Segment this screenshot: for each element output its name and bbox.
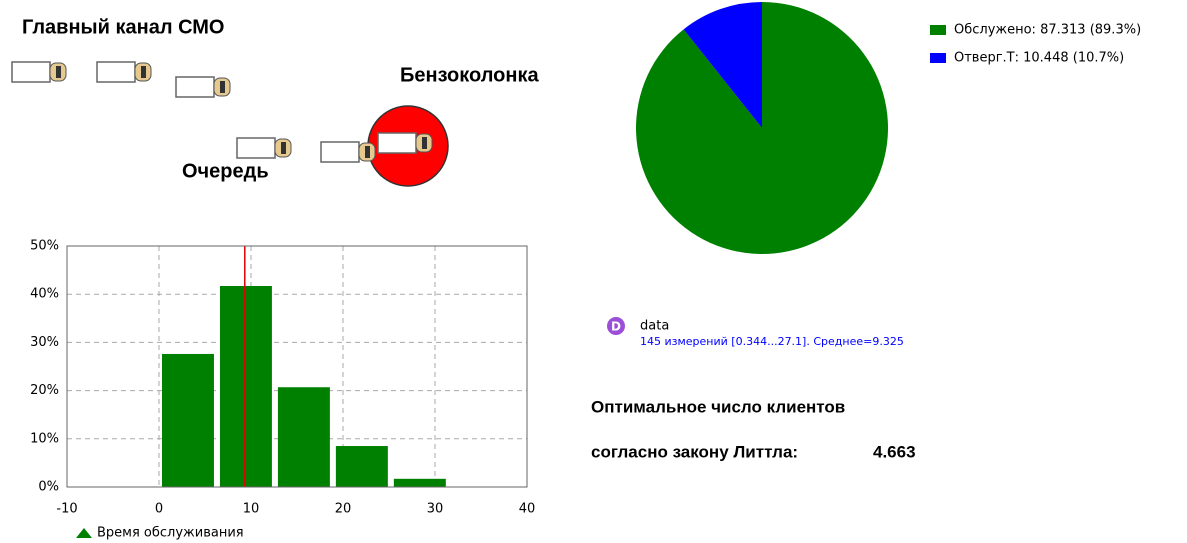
station-label: Бензоколонка	[400, 64, 539, 86]
y-tick-label: 0%	[38, 480, 59, 495]
x-tick-label: 40	[519, 502, 536, 517]
histogram-bar	[335, 446, 388, 487]
y-tick-label: 20%	[30, 383, 59, 398]
histogram-bar	[219, 286, 272, 487]
car	[377, 132, 433, 154]
legend-label: Обслужено: 87.313 (89.3%)	[954, 23, 1141, 38]
y-tick-label: 40%	[30, 287, 59, 302]
optimal-value: 4.663	[873, 442, 916, 461]
histogram-bar	[277, 387, 330, 487]
x-tick-label: 10	[243, 502, 260, 517]
legend-swatch	[930, 53, 946, 63]
histogram-bar	[162, 353, 214, 487]
x-tick-label: 0	[155, 502, 163, 517]
dataset-icon[interactable]	[607, 317, 625, 335]
histogram-bar	[393, 478, 446, 487]
car	[11, 61, 67, 83]
car	[175, 76, 231, 98]
plot-frame	[66, 245, 528, 488]
pie-slice	[683, 2, 762, 128]
car	[320, 141, 376, 163]
optimal-text: Оптимальное число клиентов	[591, 397, 845, 416]
legend-label: Отверг.Т: 10.448 (10.7%)	[954, 51, 1124, 66]
model-title: Главный канал СМО	[22, 16, 224, 38]
x-tick-label: -10	[56, 502, 77, 517]
car	[96, 61, 152, 83]
legend-swatch	[930, 25, 946, 35]
x-tick-label: 30	[427, 502, 444, 517]
dataset-name: data	[640, 319, 669, 334]
dataset-icon-letter: D	[611, 320, 621, 334]
y-tick-label: 50%	[30, 239, 59, 254]
y-tick-label: 30%	[30, 335, 59, 350]
optimal-text: согласно закону Литтла:	[591, 442, 798, 461]
y-tick-label: 10%	[30, 431, 59, 446]
queue-label: Очередь	[182, 160, 269, 182]
car	[236, 137, 292, 159]
dataset-summary: 145 измерений [0.344...27.1]. Среднее=9.…	[640, 335, 904, 348]
legend-label: Время обслуживания	[97, 526, 244, 541]
legend-swatch	[76, 528, 92, 538]
x-tick-label: 20	[335, 502, 352, 517]
